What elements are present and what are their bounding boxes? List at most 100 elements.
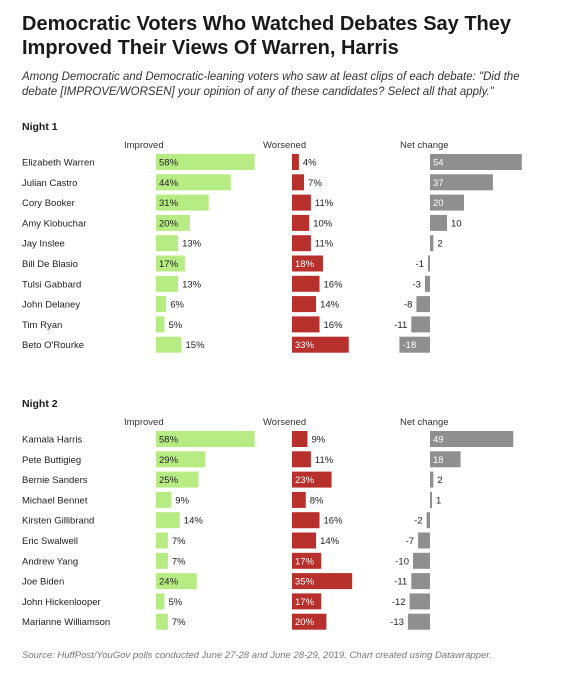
worsened-bar: [292, 214, 310, 231]
candidate-name: Cory Booker: [22, 198, 75, 209]
net-change-value-label: 10: [451, 218, 462, 229]
improved-value-label: 5%: [169, 320, 183, 331]
candidate-name: Elizabeth Warren: [22, 158, 95, 169]
improved-bar: [156, 174, 231, 191]
chart-title: Democratic Voters Who Watched Debates Sa…: [22, 13, 512, 59]
worsened-bar: [292, 451, 311, 468]
net-change-value-label: 37: [433, 178, 444, 189]
worsened-value-label: 35%: [295, 577, 315, 588]
improved-bar: [156, 471, 199, 488]
net-change-value-label: -10: [395, 556, 409, 567]
net-change-bar: [416, 296, 430, 313]
improved-bar: [156, 613, 168, 630]
worsened-value-label: 8%: [310, 495, 324, 506]
column-header-net-change: Net change: [400, 140, 449, 151]
improved-value-label: 17%: [159, 259, 179, 270]
candidate-name: Jay Inslee: [22, 239, 65, 250]
worsened-value-label: 11%: [315, 198, 334, 209]
candidate-name: Pete Buttigieg: [22, 455, 81, 466]
net-change-bar: [411, 573, 430, 590]
net-change-bar: [430, 214, 447, 231]
worsened-value-label: 10%: [313, 218, 333, 229]
column-header-worsened: Worsened: [263, 417, 306, 428]
net-change-value-label: 54: [433, 158, 444, 169]
net-change-value-label: 2: [437, 239, 442, 250]
improved-bar: [156, 512, 180, 529]
candidate-name: Bernie Sanders: [22, 475, 88, 486]
worsened-value-label: 17%: [295, 556, 315, 567]
column-header-improved: Improved: [124, 140, 164, 151]
worsened-bar: [292, 336, 349, 353]
worsened-bar: [292, 512, 320, 529]
improved-bar: [156, 336, 182, 353]
worsened-bar: [292, 154, 299, 170]
improved-value-label: 25%: [159, 475, 179, 486]
improved-value-label: 7%: [172, 617, 186, 628]
net-change-value-label: -7: [406, 536, 414, 547]
net-change-bar: [430, 491, 432, 508]
improved-value-label: 7%: [172, 536, 186, 547]
improved-bar: [156, 593, 165, 610]
candidate-name: Eric Swalwell: [22, 536, 78, 547]
improved-bar: [156, 451, 206, 468]
net-change-bar: [418, 532, 430, 549]
worsened-value-label: 16%: [324, 320, 344, 331]
worsened-value-label: 16%: [324, 516, 344, 527]
worsened-value-label: 14%: [320, 300, 340, 311]
net-change-value-label: 1: [436, 495, 441, 506]
net-change-bar: [407, 613, 430, 630]
worsened-value-label: 33%: [295, 340, 315, 351]
net-change-value-label: 20: [433, 198, 444, 209]
worsened-value-label: 23%: [295, 475, 315, 486]
candidate-name: Michael Bennet: [22, 495, 88, 506]
worsened-bar: [292, 296, 317, 313]
worsened-value-label: 9%: [311, 435, 325, 446]
improved-value-label: 9%: [175, 495, 189, 506]
worsened-bar: [292, 613, 327, 630]
worsened-bar: [292, 194, 311, 211]
net-change-value-label: -13: [390, 617, 404, 628]
improved-bar: [156, 214, 190, 231]
candidate-name: Andrew Yang: [22, 556, 78, 567]
improved-bar: [156, 491, 172, 508]
net-change-value-label: -18: [402, 340, 416, 351]
worsened-bar: [292, 552, 322, 569]
net-change-value-label: -8: [404, 300, 412, 311]
improved-bar: [156, 275, 179, 292]
net-change-bar: [430, 451, 461, 468]
candidate-name: Beto O'Rourke: [22, 340, 84, 351]
column-header-net-change: Net change: [400, 417, 449, 428]
net-change-bar: [424, 275, 430, 292]
worsened-value-label: 17%: [295, 597, 315, 608]
net-change-value-label: 18: [433, 455, 444, 466]
net-change-value-label: -11: [394, 577, 407, 588]
improved-value-label: 58%: [159, 158, 179, 169]
column-header-worsened: Worsened: [263, 140, 306, 151]
improved-value-label: 13%: [182, 279, 202, 290]
candidate-name: Amy Klobuchar: [22, 218, 86, 229]
net-change-bar: [426, 512, 430, 529]
candidate-name: John Delaney: [22, 300, 80, 311]
worsened-bar: [292, 471, 332, 488]
improved-value-label: 6%: [170, 300, 184, 311]
column-header-improved: Improved: [124, 417, 164, 428]
net-change-value-label: 49: [433, 435, 444, 446]
candidate-name: Tim Ryan: [22, 320, 62, 331]
panel-title: Night 2: [22, 398, 58, 410]
worsened-value-label: 11%: [315, 239, 334, 250]
worsened-value-label: 18%: [295, 259, 315, 270]
worsened-bar: [292, 573, 353, 590]
net-change-value-label: -12: [392, 597, 406, 608]
candidate-name: Marianne Williamson: [22, 617, 110, 628]
worsened-bar: [292, 593, 322, 610]
improved-bar: [156, 431, 255, 447]
worsened-bar: [292, 235, 311, 252]
worsened-bar: [292, 316, 320, 333]
worsened-bar: [292, 532, 317, 549]
net-change-bar: [409, 593, 430, 610]
worsened-value-label: 14%: [320, 536, 340, 547]
improved-value-label: 7%: [172, 556, 186, 567]
net-change-bar: [430, 431, 514, 447]
candidate-name: John Hickenlooper: [22, 597, 101, 608]
candidate-name: Bill De Blasio: [22, 259, 78, 270]
